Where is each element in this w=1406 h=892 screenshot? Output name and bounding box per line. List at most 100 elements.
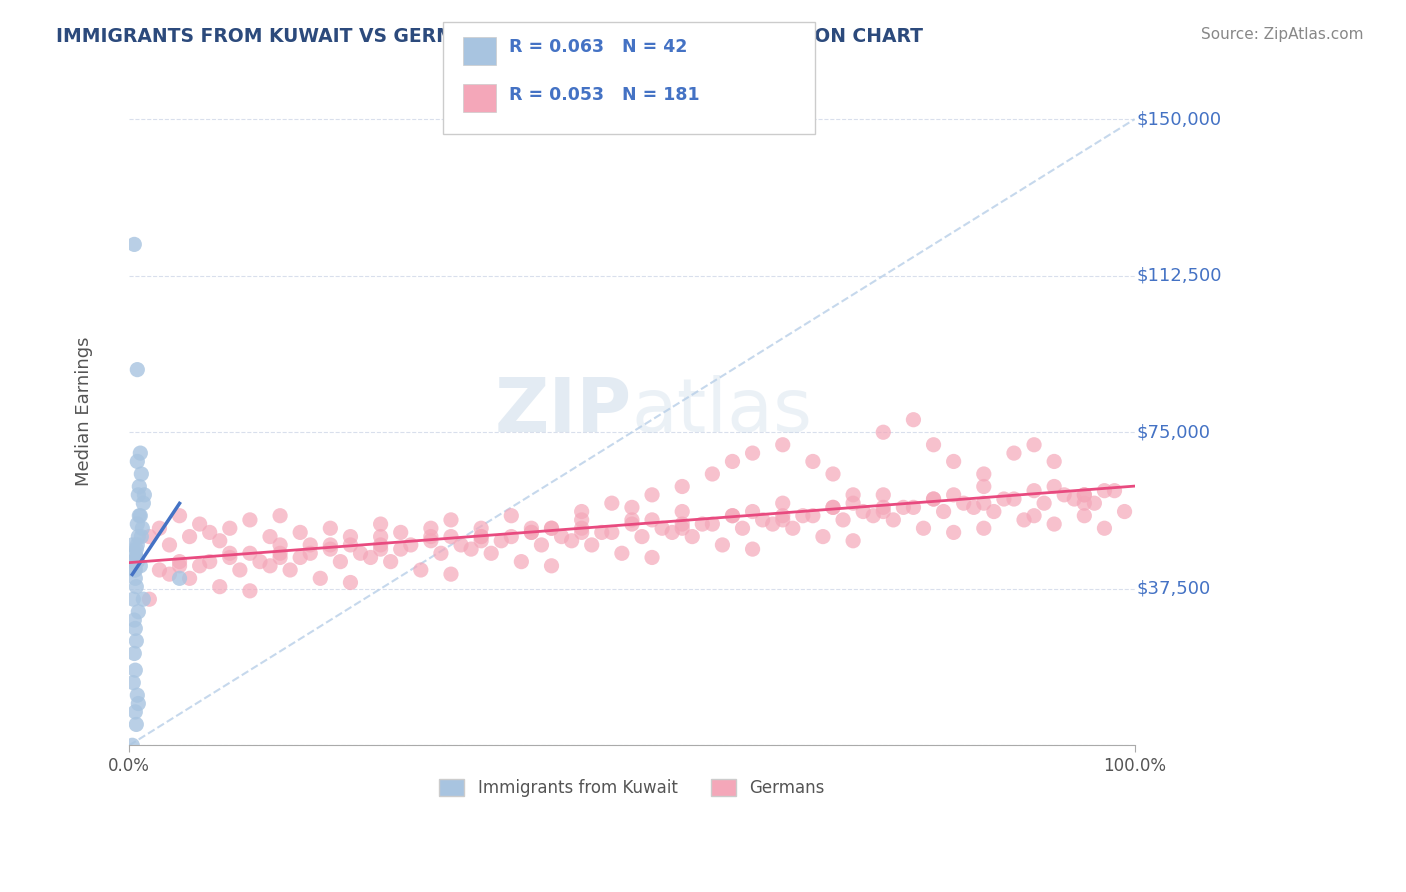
Point xyxy=(862,508,884,523)
Point xyxy=(942,525,965,540)
Point xyxy=(125,550,148,565)
Point xyxy=(169,558,191,573)
Point xyxy=(983,504,1005,518)
Point xyxy=(832,513,855,527)
Point xyxy=(772,438,794,452)
Point xyxy=(148,563,170,577)
Point xyxy=(389,525,412,540)
Text: R = 0.063   N = 42: R = 0.063 N = 42 xyxy=(509,38,688,56)
Point xyxy=(218,550,240,565)
Point xyxy=(932,504,955,518)
Point xyxy=(842,488,865,502)
Point xyxy=(842,496,865,510)
Text: Source: ZipAtlas.com: Source: ZipAtlas.com xyxy=(1201,27,1364,42)
Point xyxy=(510,555,533,569)
Point xyxy=(127,362,149,376)
Point xyxy=(288,550,311,565)
Point xyxy=(329,555,352,569)
Point xyxy=(1043,479,1066,493)
Point xyxy=(309,571,332,585)
Point xyxy=(821,467,844,481)
Point xyxy=(339,538,361,552)
Point xyxy=(591,525,613,540)
Point xyxy=(179,571,201,585)
Point xyxy=(229,563,252,577)
Text: atlas: atlas xyxy=(631,375,813,448)
Point xyxy=(470,533,492,548)
Point xyxy=(169,555,191,569)
Point xyxy=(128,479,150,493)
Point xyxy=(380,555,402,569)
Point xyxy=(751,513,773,527)
Point xyxy=(409,563,432,577)
Point xyxy=(419,521,441,535)
Point xyxy=(801,454,824,468)
Point xyxy=(631,530,654,544)
Point xyxy=(641,550,664,565)
Point xyxy=(129,508,152,523)
Point xyxy=(319,538,342,552)
Point xyxy=(259,530,281,544)
Point xyxy=(127,688,149,702)
Point xyxy=(600,525,623,540)
Point xyxy=(1094,521,1116,535)
Point xyxy=(952,496,974,510)
Text: $112,500: $112,500 xyxy=(1136,267,1222,285)
Point xyxy=(600,496,623,510)
Point xyxy=(821,500,844,515)
Point xyxy=(1073,488,1095,502)
Point xyxy=(571,504,593,518)
Point xyxy=(127,488,149,502)
Point xyxy=(973,467,995,481)
Point xyxy=(641,513,664,527)
Point xyxy=(501,508,523,523)
Point xyxy=(370,542,392,557)
Point xyxy=(721,508,744,523)
Point xyxy=(124,571,146,585)
Point xyxy=(671,521,693,535)
Point xyxy=(872,425,894,440)
Point xyxy=(571,513,593,527)
Point xyxy=(903,500,925,515)
Point xyxy=(399,538,422,552)
Point xyxy=(127,605,149,619)
Point xyxy=(124,613,146,627)
Point xyxy=(571,525,593,540)
Point xyxy=(993,491,1015,506)
Point xyxy=(259,558,281,573)
Point xyxy=(479,546,502,560)
Point xyxy=(239,583,262,598)
Point xyxy=(138,530,160,544)
Point xyxy=(179,530,201,544)
Point xyxy=(530,538,553,552)
Point xyxy=(125,542,148,557)
Point xyxy=(1002,446,1025,460)
Point xyxy=(501,530,523,544)
Point xyxy=(370,530,392,544)
Point xyxy=(1104,483,1126,498)
Point xyxy=(218,521,240,535)
Point xyxy=(681,530,703,544)
Point xyxy=(671,517,693,532)
Point xyxy=(470,521,492,535)
Point xyxy=(131,521,153,535)
Point xyxy=(942,454,965,468)
Point xyxy=(1073,508,1095,523)
Point xyxy=(127,530,149,544)
Point xyxy=(127,454,149,468)
Point xyxy=(581,538,603,552)
Point xyxy=(520,525,543,540)
Point xyxy=(121,538,143,552)
Point xyxy=(124,546,146,560)
Legend: Immigrants from Kuwait, Germans: Immigrants from Kuwait, Germans xyxy=(433,772,831,804)
Point xyxy=(159,567,181,582)
Point xyxy=(269,546,291,560)
Point xyxy=(349,546,371,560)
Point xyxy=(339,530,361,544)
Point xyxy=(872,488,894,502)
Point xyxy=(299,546,322,560)
Point xyxy=(1063,491,1085,506)
Point xyxy=(792,508,814,523)
Text: ZIP: ZIP xyxy=(495,375,631,448)
Point xyxy=(131,467,153,481)
